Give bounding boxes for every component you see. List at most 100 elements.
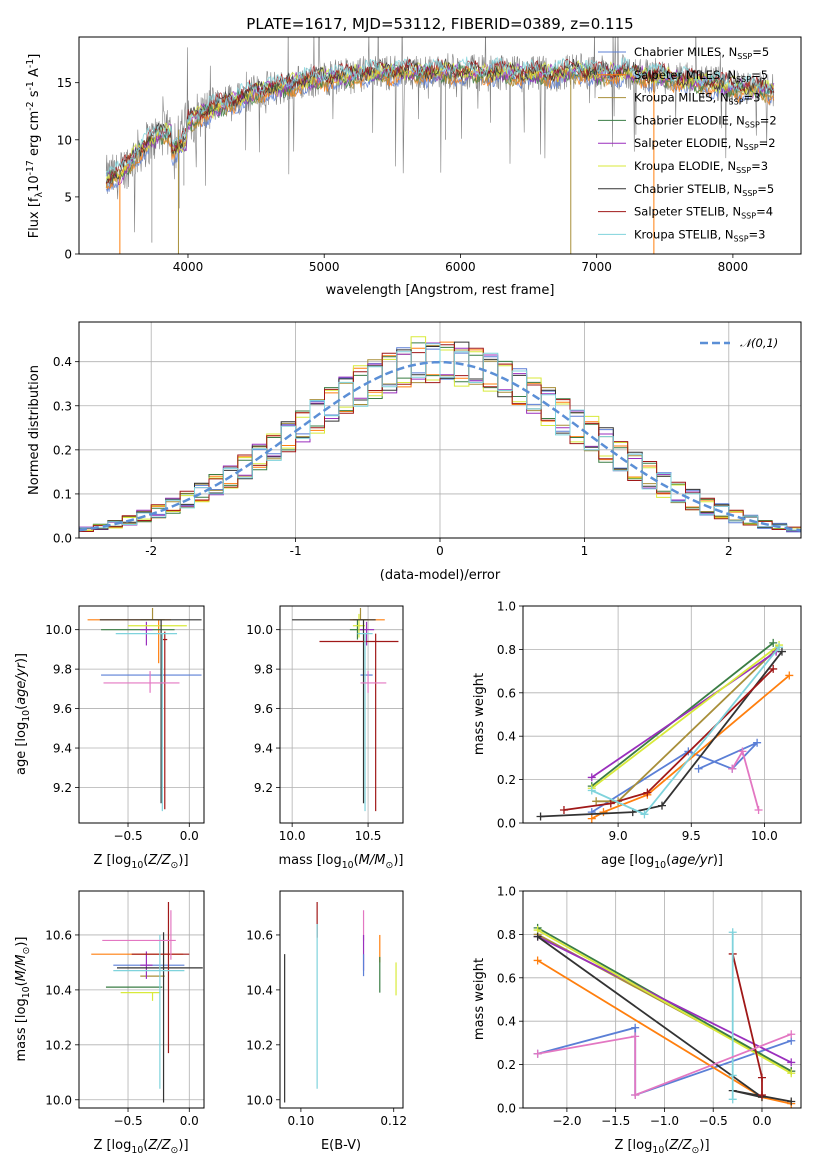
histogram-kroupa_stelib [79, 343, 801, 538]
legend-label: Salpeter STELIB, NSSP=4 [634, 205, 773, 221]
y-tick-label: 10 [57, 133, 72, 147]
x-axis-label: Z [log10(Z/Z⊙)] [93, 853, 188, 871]
legend-label-val: =4 [756, 205, 773, 219]
spectrum-model-kroupa_stelib [105, 56, 775, 177]
legend-label-sub: SSP [744, 143, 759, 152]
x-tick-label: −0.5 [113, 829, 142, 843]
series-marker-pink [533, 1049, 542, 1058]
y-axis-label-part: -1 [25, 81, 36, 90]
series-marker-chabrier_stelib [777, 647, 786, 656]
axes-spectrum: 4000 5000 6000 7000 8000 0 5 10 15 wavelength [An… [25, 36, 802, 298]
y-tick-label: 9.4 [254, 742, 273, 756]
x-tick-label: 0.12 [380, 1114, 407, 1128]
x-axis-label-part: 10 [342, 860, 354, 871]
x-tick-label: 10.0 [751, 829, 778, 843]
y-tick-label: 10.2 [45, 1038, 72, 1052]
x-axis-label-part: ( [354, 853, 359, 868]
series-marker-salpeter_stelib [757, 1073, 766, 1082]
y-tick-label: 9.6 [53, 702, 72, 716]
x-axis-label: Z [log10(Z/Z⊙)] [614, 1138, 709, 1156]
y-tick-label: 9.8 [254, 663, 273, 677]
legend-label: Chabrier ELODIE, NSSP=2 [634, 113, 777, 129]
y-tick-label: 10.4 [246, 983, 273, 997]
series-marker-chabrier_elodie [769, 638, 778, 647]
y-axis-label: age [log10(age/yr)] [14, 653, 32, 775]
series-marker-chabrier_stelib [658, 801, 666, 810]
plot-area-mass-vs-ebv [284, 901, 397, 1103]
y-tick-label: 10.0 [45, 1093, 72, 1107]
x-tick-label: 0 [436, 544, 444, 558]
x-axis-label-part: Z [log [93, 853, 131, 868]
x-axis-label-part: mass [log [279, 853, 342, 868]
y-axis-label: mass weight [472, 673, 487, 755]
legend-label: 𝒩(0,1) [740, 336, 778, 350]
series-marker-kroupa_stelib [587, 786, 596, 795]
figure-title: PLATE=1617, MJD=53112, FIBERID=0389, z=0… [246, 15, 633, 33]
x-tick-label: 9.5 [682, 829, 701, 843]
legend-label: Kroupa MILES, NSSP=3 [634, 91, 760, 107]
legend-label-text: Salpeter ELODIE, N [634, 136, 744, 150]
legend-label-val: =3 [751, 159, 768, 173]
x-tick-label: 8000 [718, 260, 749, 274]
y-axis-label-part: age [log [14, 722, 29, 775]
series-marker-chabrier_stelib [787, 1097, 796, 1106]
x-axis-label-part: )] [699, 1138, 709, 1153]
series-line-pink [537, 1033, 792, 1097]
legend-label-val: =5 [752, 45, 769, 59]
series-marker-pink [754, 805, 763, 814]
series-line-salpeter_miles [591, 674, 790, 820]
series-line-kroupa_elodie [591, 644, 780, 790]
y-axis-label-part: -1 [25, 59, 36, 68]
legend-label: Kroupa ELODIE, NSSP=3 [634, 159, 768, 175]
x-axis-label-part: )] [713, 853, 723, 868]
series-marker-salpeter_miles [533, 956, 542, 965]
y-axis-label-part: ( [14, 981, 29, 986]
spectrum-model-kroupa_elodie [105, 59, 775, 183]
x-tick-label: 4000 [173, 260, 204, 274]
x-tick-label: 10.0 [279, 829, 306, 843]
series-line-chabrier_stelib [540, 651, 783, 818]
x-tick-label: 1 [581, 544, 589, 558]
legend-label-val: =3 [749, 227, 766, 241]
x-axis-label-part: E(B-V) [321, 1138, 361, 1153]
x-axis-label: wavelength [Angstrom, rest frame] [326, 283, 555, 298]
y-axis-label-part: Flux [f [27, 197, 42, 238]
x-axis-label: (data-model)/error [380, 568, 501, 583]
y-tick-label: 0.4 [497, 1015, 516, 1029]
plot-area-residuals [79, 336, 801, 538]
series-marker-pink [631, 1032, 640, 1041]
x-tick-label: 10.5 [355, 829, 382, 843]
x-axis-label-part: age [log [601, 853, 654, 868]
series-marker-kroupa_elodie [787, 1069, 796, 1078]
legend-label-val: =3 [744, 91, 761, 105]
series-marker-chabrier_miles [694, 764, 703, 773]
x-tick-label: 0.0 [752, 1114, 771, 1128]
x-axis-label: age [log10(age/yr)] [601, 853, 723, 871]
series-marker-chabrier_miles [631, 1023, 640, 1032]
axes-weight-vs-Z: −2.0 −1.5 −1.0 −0.5 0.0 0.0 0.2 0.4 0.6 0.8 1.0 Z [… [472, 885, 802, 1156]
x-axis-label-part: Z [log [93, 1138, 131, 1153]
y-axis-label: Flux [fλ10-17 erg cm-2 s-1 A-1] [25, 54, 45, 239]
x-axis-label-part: Z/Z [147, 1138, 171, 1153]
y-axis-label-part: -2 [25, 101, 36, 110]
y-axis-label-part: ] [27, 54, 42, 59]
y-tick-label: 0.2 [53, 443, 72, 457]
y-axis-label-part: M/M [14, 955, 29, 982]
legend-label-text: Kroupa STELIB, N [634, 227, 734, 241]
legend-label-text: Salpeter MILES, N [634, 68, 736, 82]
series-marker-kroupa_miles [592, 797, 601, 806]
series-marker-kroupa_stelib [775, 643, 784, 652]
legend-label-val: =2 [760, 113, 777, 127]
x-tick-label: 0.0 [180, 829, 199, 843]
x-axis-label-part: 10 [131, 1145, 143, 1156]
y-tick-label: 0 [64, 248, 72, 262]
legend-label-sub: SSP [736, 75, 751, 84]
x-axis-label-part: ⊙ [385, 860, 393, 871]
x-tick-label: −1.5 [601, 1114, 630, 1128]
y-tick-label: 0.2 [497, 773, 516, 787]
legend-label: Salpeter MILES, NSSP=5 [634, 68, 768, 84]
y-axis-label-part: ( [14, 705, 29, 710]
legend-label-sub: SSP [742, 189, 757, 198]
y-axis-label-part: age/yr [14, 661, 29, 704]
series-marker-salpeter_miles [785, 671, 794, 680]
